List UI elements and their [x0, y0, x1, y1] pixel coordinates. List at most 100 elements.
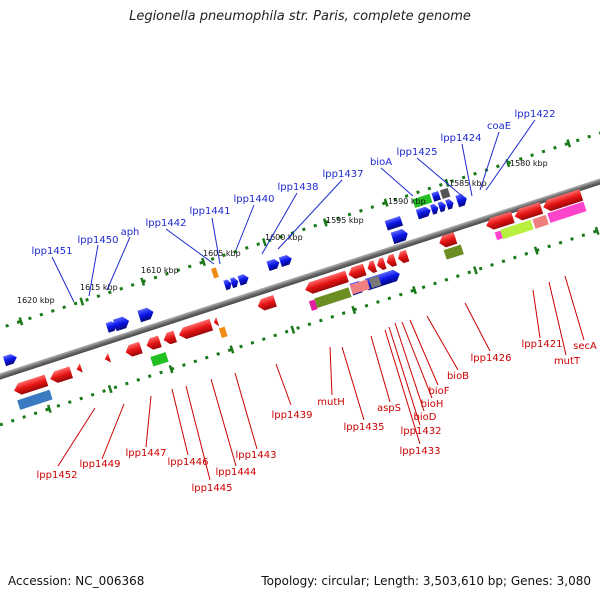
gene-arrow[interactable]: [396, 249, 410, 265]
gene-label[interactable]: bioA: [370, 157, 392, 168]
ruler-bottom: [0, 193, 600, 456]
gene-arrow[interactable]: [145, 335, 162, 352]
ruler-labels: 1620 kbp 1615 kbp 1610 kbp 1605 kbp 1600…: [17, 159, 548, 305]
feature-box[interactable]: [494, 230, 503, 241]
gene-arrow[interactable]: [437, 232, 458, 249]
gene-label[interactable]: lpp1444: [216, 467, 257, 478]
bottom-gene-labels: lpp1452 lpp1449 lpp1447 lpp1446 lpp1445 …: [37, 339, 597, 494]
gene-arrow[interactable]: [237, 273, 251, 286]
feature-box[interactable]: [308, 299, 318, 311]
gene-label[interactable]: lpp1440: [234, 194, 275, 205]
ruler-major-tick: [533, 246, 539, 255]
gene-arrow[interactable]: [347, 263, 367, 281]
ruler-major-tick: [18, 317, 24, 326]
feature-box[interactable]: [500, 219, 534, 240]
gene-arrow[interactable]: [48, 366, 73, 385]
gene-arrow[interactable]: [266, 258, 281, 271]
gene-arrow[interactable]: [112, 315, 131, 332]
genome-backbone: [0, 148, 600, 414]
feature-box[interactable]: [150, 352, 169, 367]
gene-label[interactable]: secA: [573, 341, 597, 352]
feature-box[interactable]: [349, 279, 370, 295]
gene-label[interactable]: lpp1433: [400, 446, 441, 457]
gene-arrow[interactable]: [390, 228, 410, 245]
gene-arrow[interactable]: [513, 202, 544, 222]
top-gene-labels: lpp1451 lpp1450 aph lpp1442 lpp1441 lpp1…: [32, 109, 556, 257]
feature-box[interactable]: [532, 214, 549, 229]
gene-label[interactable]: lpp1446: [168, 457, 209, 468]
feature-box[interactable]: [368, 275, 382, 289]
gene-arrow[interactable]: [445, 198, 455, 210]
gene-arrow[interactable]: [278, 254, 294, 267]
gene-label[interactable]: lpp1432: [401, 426, 442, 437]
gene-label[interactable]: lpp1424: [441, 133, 482, 144]
gene-label[interactable]: lpp1422: [515, 109, 556, 120]
gene-label[interactable]: aspS: [377, 403, 401, 414]
gene-arrow[interactable]: [177, 318, 214, 341]
gene-arrow[interactable]: [541, 189, 584, 213]
gene-arrow[interactable]: [303, 270, 349, 296]
gene-label[interactable]: coaE: [487, 121, 511, 132]
gene-arrow[interactable]: [366, 260, 378, 274]
gene-label[interactable]: lpp1425: [397, 147, 438, 158]
ruler-major-tick: [322, 218, 328, 227]
gene-label[interactable]: lpp1435: [344, 422, 385, 433]
ruler-label: 1590 kbp: [388, 197, 426, 206]
gene-label[interactable]: lpp1441: [190, 206, 231, 217]
gene-arrow[interactable]: [375, 257, 387, 271]
gene-label[interactable]: bioF: [429, 386, 450, 397]
gene-label[interactable]: lpp1442: [146, 218, 187, 229]
gene-arrow[interactable]: [223, 279, 233, 291]
gene-label[interactable]: bioD: [414, 412, 437, 423]
gene-arrow[interactable]: [162, 330, 177, 346]
feature-box[interactable]: [443, 244, 464, 260]
ruler-label: 1620 kbp: [17, 296, 55, 305]
gene-arrow[interactable]: [484, 211, 515, 231]
ruler-major-tick: [290, 325, 296, 334]
gene-arrow[interactable]: [137, 306, 155, 323]
gene-label[interactable]: mutH: [317, 397, 345, 408]
gene-label[interactable]: lpp1426: [471, 353, 512, 364]
feature-box[interactable]: [547, 201, 587, 223]
gene-label[interactable]: lpp1443: [236, 450, 277, 461]
gene-label[interactable]: lpp1451: [32, 246, 73, 257]
feature-box[interactable]: [218, 326, 228, 338]
gene-label[interactable]: lpp1449: [80, 459, 121, 470]
gene-label[interactable]: bioB: [447, 371, 469, 382]
gene-arrow[interactable]: [415, 205, 432, 220]
gene-label[interactable]: lpp1439: [272, 410, 313, 421]
ruler-major-tick: [594, 226, 600, 235]
gene-arrow[interactable]: [103, 352, 112, 364]
gene-arrow[interactable]: [437, 201, 448, 213]
gene-label[interactable]: lpp1445: [192, 483, 233, 494]
gene-arrow[interactable]: [385, 253, 398, 268]
gene-arrow[interactable]: [455, 193, 468, 208]
ruler-major-tick: [107, 384, 113, 394]
gene-arrow[interactable]: [430, 203, 440, 215]
gene-block[interactable]: [211, 267, 219, 279]
gene-arrow[interactable]: [212, 316, 220, 328]
ruler-label: 1600 kbp: [265, 233, 303, 242]
gene-arrow[interactable]: [2, 353, 18, 367]
gene-label[interactable]: lpp1447: [126, 448, 167, 459]
feature-box[interactable]: [17, 389, 53, 410]
ruler-major-tick: [229, 345, 235, 354]
gene-block[interactable]: [431, 190, 441, 202]
gene-label[interactable]: lpp1452: [37, 470, 78, 481]
gene-label[interactable]: mutT: [554, 356, 581, 367]
gene-block[interactable]: [412, 193, 433, 208]
gene-arrow[interactable]: [124, 341, 143, 358]
feature-box[interactable]: [314, 287, 352, 309]
gene-arrow[interactable]: [256, 295, 277, 312]
gene-label[interactable]: aph: [121, 227, 140, 238]
gene-label[interactable]: lpp1450: [78, 235, 119, 246]
gene-arrow[interactable]: [229, 276, 240, 289]
gene-label[interactable]: lpp1437: [323, 169, 364, 180]
gene-label[interactable]: bioH: [421, 399, 444, 410]
gene-arrow[interactable]: [75, 363, 83, 374]
gene-block[interactable]: [439, 187, 451, 199]
gene-arrow[interactable]: [12, 374, 49, 397]
gene-block[interactable]: [384, 216, 404, 231]
gene-label[interactable]: lpp1421: [522, 339, 563, 350]
gene-label[interactable]: lpp1438: [278, 182, 319, 193]
